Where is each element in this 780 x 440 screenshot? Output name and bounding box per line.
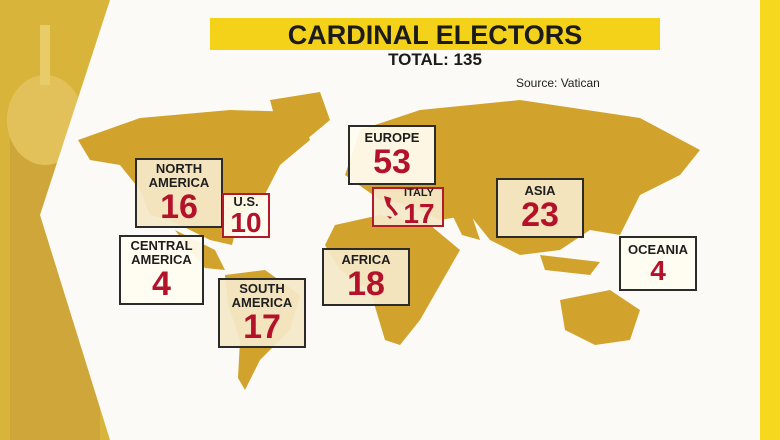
region-name: AFRICA <box>341 252 391 267</box>
region-name: OCEANIA <box>628 241 688 257</box>
region-box: AFRICA 18 <box>322 248 410 306</box>
region-value: 4 <box>650 254 666 286</box>
region-value: 18 <box>347 265 385 303</box>
region-box: NORTH AMERICA 16 <box>135 158 223 228</box>
region-box: CENTRAL AMERICA 4 <box>119 235 204 305</box>
region-name: EUROPE <box>364 130 420 145</box>
title-bar <box>210 18 660 50</box>
title: CARDINAL ELECTORS <box>287 20 583 50</box>
region-box: U.S. 10 <box>222 193 270 238</box>
region-value: 23 <box>521 196 559 234</box>
region-name: SOUTH AMERICA <box>231 281 293 310</box>
region-value: 10 <box>230 206 262 238</box>
region-box: EUROPE 53 <box>348 125 436 185</box>
region-name: CENTRAL AMERICA <box>130 238 193 267</box>
region-value: 17 <box>243 308 281 346</box>
italy-icon <box>384 196 399 219</box>
region-box: SOUTH AMERICA 17 <box>218 278 306 348</box>
region-value: 16 <box>160 188 198 226</box>
total: TOTAL: 135 <box>388 50 482 69</box>
region-value: 53 <box>373 143 411 181</box>
region-value: 4 <box>152 265 171 303</box>
region-name: NORTH AMERICA <box>148 161 210 190</box>
source: Source: Vatican <box>516 76 600 90</box>
region-name: ASIA <box>524 183 556 198</box>
region-name: ITALY <box>404 187 434 199</box>
region-box: ITALY 17 <box>372 187 444 229</box>
region-box: OCEANIA 4 <box>619 236 697 291</box>
region-name: U.S. <box>233 193 259 209</box>
region-box: ASIA 23 <box>496 178 584 238</box>
region-value: 17 <box>403 198 435 229</box>
